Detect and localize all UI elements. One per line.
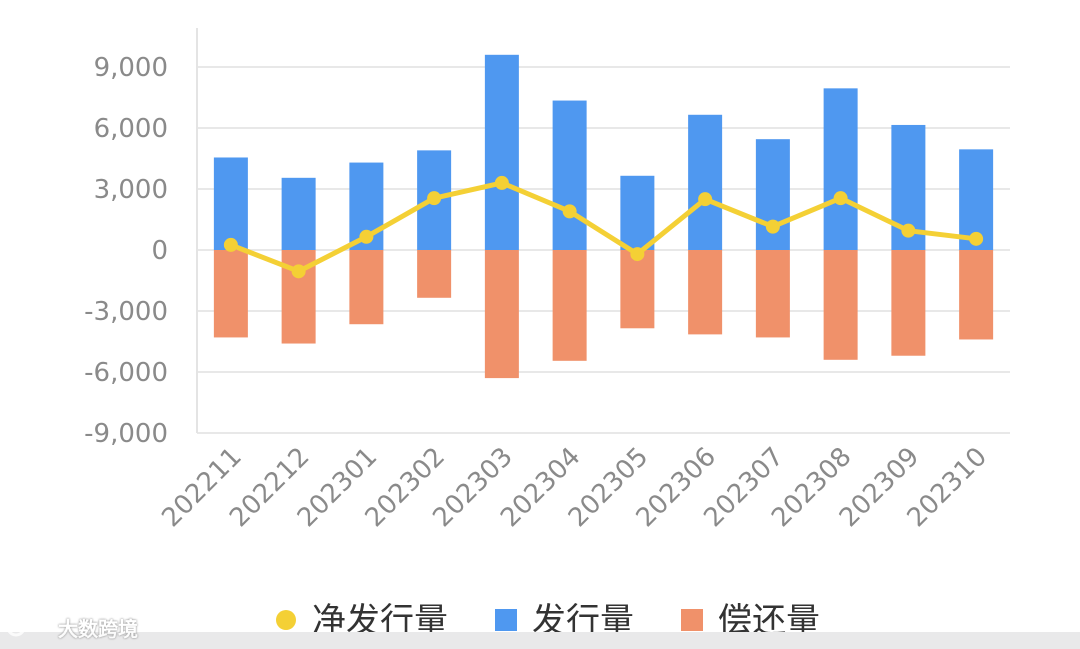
net-issuance-point — [969, 231, 984, 246]
bar-repayment — [959, 250, 994, 340]
net-issuance-line — [223, 175, 984, 279]
bar-repayment — [213, 250, 248, 338]
bar-repayment — [552, 250, 587, 361]
bar-repayment — [620, 250, 655, 329]
bar-issuance — [213, 157, 248, 250]
y-tick-label: 0 — [151, 236, 168, 266]
bar-repayment — [755, 250, 790, 338]
net-issuance-point — [223, 237, 238, 252]
net-issuance-point — [698, 192, 713, 207]
net-issuance-point — [765, 219, 780, 234]
y-tick-label: 9,000 — [94, 53, 168, 83]
net-issuance-polyline — [229, 180, 977, 274]
legend-marker-net — [276, 610, 296, 630]
bar-repayment — [484, 250, 519, 379]
bar-repayment — [417, 250, 452, 298]
bottom-strip — [0, 632, 1080, 649]
bar-repayment — [688, 250, 723, 335]
y-axis: 9,000 6,000 3,000 0 -3,000 -6,000 -9,000 — [84, 28, 198, 449]
bar-repayment — [823, 250, 858, 360]
bar-issuance — [552, 100, 587, 250]
y-tick-label: 3,000 — [94, 175, 168, 205]
net-issuance-point — [291, 264, 306, 279]
bar-repayment — [349, 250, 384, 325]
legend-marker-square — [495, 609, 517, 631]
watermark-text: 大数跨境 — [58, 616, 138, 641]
net-issuance-point — [494, 175, 509, 190]
net-issuance-point — [833, 191, 848, 206]
x-axis-labels: 2022112022122023012023022023032023042023… — [156, 442, 993, 533]
bar-issuance — [484, 54, 519, 250]
bar-repayment — [891, 250, 926, 356]
y-tick-label: -6,000 — [84, 358, 168, 388]
watermark: 大数跨境 — [6, 610, 138, 644]
net-issuance-point — [359, 229, 374, 244]
net-issuance-point — [630, 247, 645, 262]
net-issuance-point — [562, 204, 577, 219]
bar-issuance — [688, 114, 723, 251]
y-tick-label: 6,000 — [94, 114, 168, 144]
gridlines — [197, 66, 1010, 434]
bar-issuance — [823, 88, 858, 250]
watermark-logo-icon — [6, 616, 49, 637]
net-issuance-point — [427, 191, 442, 206]
bar-issuance — [281, 177, 316, 250]
bar-issuance — [620, 175, 655, 250]
bars — [213, 54, 994, 379]
net-issuance-point — [901, 223, 916, 238]
y-tick-label: -9,000 — [84, 419, 168, 449]
y-tick-label: -3,000 — [84, 297, 168, 327]
legend-marker-square — [681, 609, 703, 631]
